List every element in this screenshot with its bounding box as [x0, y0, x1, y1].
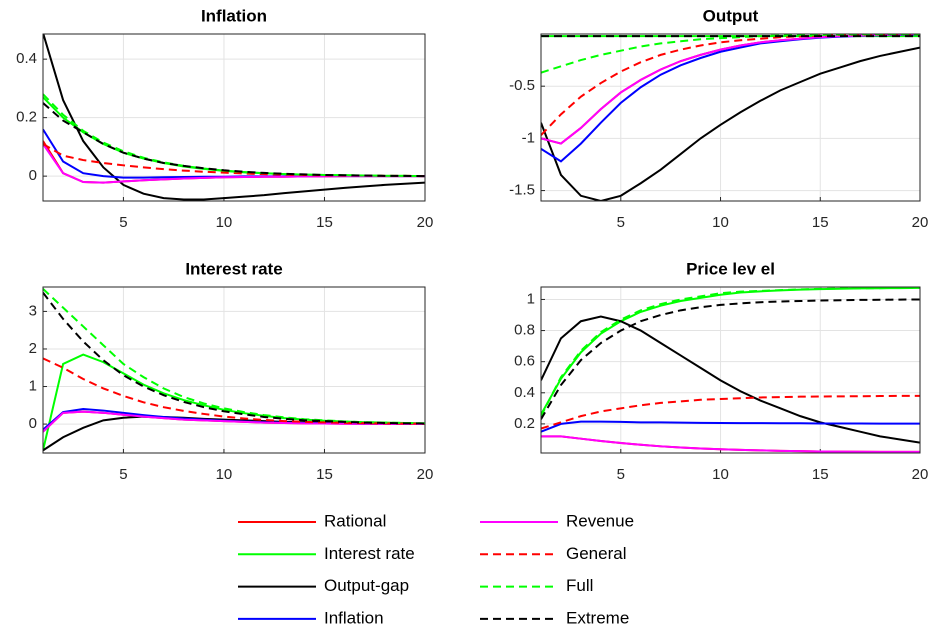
x-tick-label: 20: [912, 214, 929, 231]
legend-label: Revenue: [566, 511, 634, 530]
series-line: Interest rate: [43, 353, 425, 451]
y-tick-label: 2: [29, 340, 37, 357]
series-line: Full: [541, 287, 920, 417]
series-line: Full: [43, 93, 425, 178]
x-tick-label: 15: [812, 214, 829, 231]
legend-label: Full: [566, 576, 593, 595]
y-tick-label: 0: [29, 415, 37, 432]
y-tick-label: 0.6: [514, 353, 535, 370]
series-line: Output-gap: [43, 34, 425, 201]
series-line: Output-gap: [541, 315, 920, 444]
y-tick-label: 1: [29, 377, 37, 394]
x-tick-label: 20: [912, 466, 929, 483]
y-tick-label: 0.4: [514, 384, 535, 401]
y-tick-label: 0.2: [16, 109, 37, 126]
plot-border: [42, 33, 426, 202]
y-tick-label: 0.8: [514, 322, 535, 339]
y-tick-label: -1.5: [509, 182, 535, 199]
plot-border: [540, 33, 921, 202]
series-line: Revenue: [541, 435, 920, 453]
legend-label: Inflation: [324, 608, 384, 627]
y-tick-label: 0.4: [16, 50, 37, 67]
chart-title: Price lev el: [686, 259, 775, 278]
legend-label: Extreme: [566, 608, 629, 627]
legend-label: Rational: [324, 511, 386, 530]
y-tick-label: 0: [29, 167, 37, 184]
x-tick-label: 10: [712, 214, 729, 231]
chart-title: Inflation: [201, 6, 267, 25]
chart-title: Output: [703, 6, 759, 25]
series-line: Inflation: [541, 420, 920, 433]
chart-title: Interest rate: [185, 259, 282, 278]
legend: Rational Interest rate Output-gap Inflation…: [238, 511, 634, 627]
y-tick-label: 3: [29, 302, 37, 319]
series-line: General: [43, 357, 425, 425]
y-tick-label: 0.2: [514, 415, 535, 432]
subplot: Price lev el0.20.40.60.815 10 15 20Rational…: [514, 259, 928, 482]
series-line: General: [43, 143, 425, 178]
x-tick-label: 20: [417, 466, 434, 483]
y-tick-label: -1: [522, 129, 535, 146]
plot-border: [540, 286, 921, 454]
series-line: Extreme: [43, 292, 425, 425]
legend-label: Interest rate: [324, 544, 415, 563]
series-line: General: [541, 394, 920, 430]
series-line: Extreme: [541, 298, 920, 420]
plot-area: [541, 287, 920, 453]
x-tick-label: 15: [316, 466, 333, 483]
x-tick-label: 5: [617, 466, 625, 483]
plot-border: [42, 286, 426, 454]
plot-area: [43, 287, 425, 453]
series-line: Output-gap: [541, 46, 920, 201]
legend-label: Output-gap: [324, 576, 409, 595]
x-tick-label: 5: [119, 214, 127, 231]
x-tick-label: 10: [216, 214, 233, 231]
x-tick-label: 15: [316, 214, 333, 231]
x-tick-label: 10: [712, 466, 729, 483]
legend-label: General: [566, 544, 626, 563]
subplot: Output-1.5-1-0.55 10 15 20RationalInterest …: [509, 6, 928, 230]
x-tick-label: 10: [216, 466, 233, 483]
y-tick-label: -0.5: [509, 77, 535, 94]
y-tick-label: 1: [527, 290, 535, 307]
x-tick-label: 5: [617, 214, 625, 231]
x-tick-label: 20: [417, 214, 434, 231]
x-tick-label: 15: [812, 466, 829, 483]
x-tick-label: 5: [119, 466, 127, 483]
